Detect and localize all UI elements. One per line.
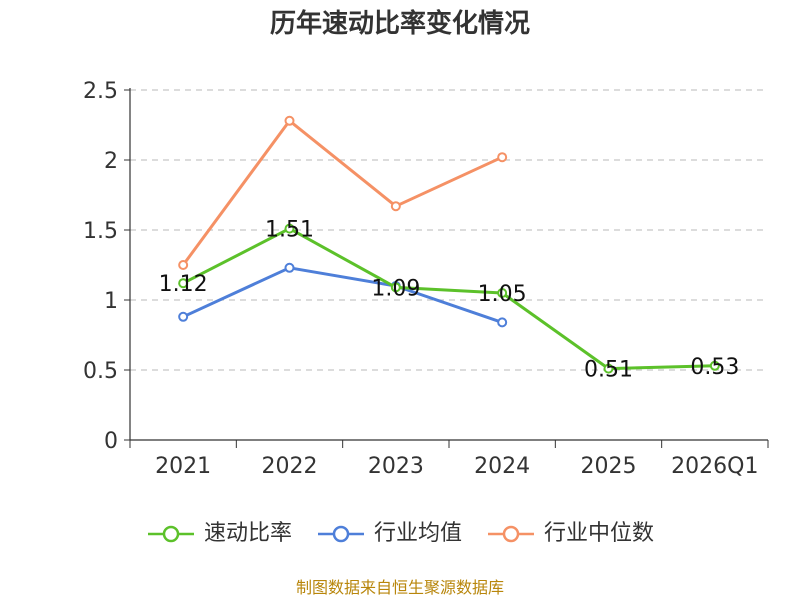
- x-tick-label: 2023: [368, 454, 424, 479]
- y-tick-label: 1.5: [83, 219, 118, 244]
- y-tick-label: 0: [104, 429, 118, 454]
- x-tick-label: 2021: [155, 454, 211, 479]
- x-tick-label: 2026Q1: [671, 454, 758, 479]
- data-point: [709, 360, 720, 371]
- y-tick-label: 0.5: [83, 359, 118, 384]
- x-tick-label: 2022: [262, 454, 318, 479]
- y-tick-label: 2: [104, 149, 118, 174]
- data-labels: 1.12 1.51 1.09 1.05 0.51 0.53: [159, 218, 740, 383]
- data-point: [603, 363, 614, 374]
- legend-label: 行业中位数: [544, 521, 655, 546]
- data-point: [284, 223, 295, 234]
- y-tick-label: 1: [104, 289, 118, 314]
- data-point: [178, 311, 189, 322]
- legend-item-industry-mean[interactable]: 行业均值: [316, 518, 462, 550]
- source-note: 制图数据来自恒生聚源数据库: [295, 578, 504, 597]
- data-label: 0.51: [584, 358, 633, 383]
- series-line: [181, 266, 504, 324]
- legend-line-icon: [488, 525, 534, 543]
- series: [178, 115, 720, 374]
- series-line: [181, 119, 504, 267]
- data-label: 0.53: [690, 355, 739, 380]
- legend-item-speed-ratio[interactable]: 速动比率: [146, 518, 292, 550]
- legend-line-icon: [147, 525, 194, 543]
- legend-label: 行业均值: [373, 521, 462, 546]
- data-point: [390, 282, 401, 293]
- legend-item-industry-median[interactable]: 行业中位数: [486, 518, 654, 550]
- data-label: 1.51: [265, 218, 314, 243]
- series-line: [181, 227, 717, 371]
- y-tick-label: 2.5: [83, 79, 118, 104]
- legend: 速动比率 行业均值 行业中位数: [0, 518, 800, 550]
- data-label: 1.09: [371, 276, 420, 301]
- data-point: [497, 288, 508, 298]
- data-point: [390, 201, 401, 212]
- data-point: [178, 260, 189, 270]
- chart-title: 历年速动比率变化情况: [269, 9, 530, 39]
- x-tick-label: 2024: [474, 454, 530, 479]
- legend-label: 速动比率: [203, 521, 292, 546]
- data-point: [284, 115, 295, 126]
- grid-lines: [130, 89, 768, 371]
- legend-line-icon: [317, 525, 364, 543]
- x-tick-label: 2025: [581, 454, 637, 479]
- data-point: [178, 278, 189, 289]
- data-label: 1.05: [478, 282, 527, 307]
- data-point: [284, 262, 295, 273]
- data-point: [497, 152, 508, 163]
- data-label: 1.12: [159, 272, 208, 297]
- data-point: [497, 317, 508, 328]
